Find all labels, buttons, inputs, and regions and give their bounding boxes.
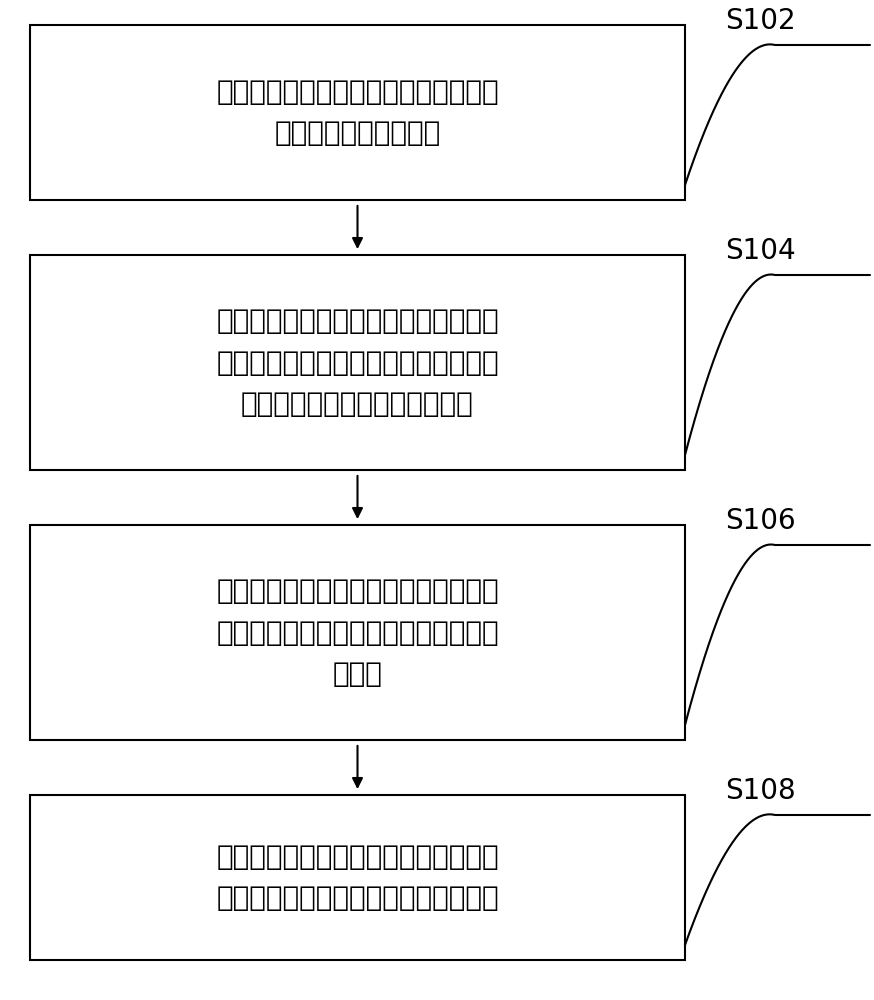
Text: S102: S102 — [725, 7, 795, 35]
Text: S104: S104 — [725, 237, 795, 265]
Bar — [30, 255, 685, 470]
Text: 基于待混合流动相的数量，确定四元低
压梯度泵的流动相模式: 基于待混合流动相的数量，确定四元低 压梯度泵的流动相模式 — [216, 78, 499, 147]
Text: 控制四元低压梯度泵的液体按照修正吸
液比例和吸液周期的排列顺序进行工作: 控制四元低压梯度泵的液体按照修正吸 液比例和吸液周期的排列顺序进行工作 — [216, 843, 499, 912]
Text: S106: S106 — [725, 507, 795, 535]
Bar — [30, 795, 685, 960]
Text: 基于流动相模式和比例修正算法，对四
元低压梯度泵的每个吸液周期的吸液比
例进行修正，得到修正吸液比例: 基于流动相模式和比例修正算法，对四 元低压梯度泵的每个吸液周期的吸液比 例进行修… — [216, 307, 499, 418]
Bar — [30, 525, 685, 740]
Text: 基于流动相模式和比例分配算法，确定
出四元低压梯度泵的多个吸液周期的排
列顺序: 基于流动相模式和比例分配算法，确定 出四元低压梯度泵的多个吸液周期的排 列顺序 — [216, 577, 499, 688]
Bar — [30, 25, 685, 200]
Text: S108: S108 — [725, 777, 795, 805]
